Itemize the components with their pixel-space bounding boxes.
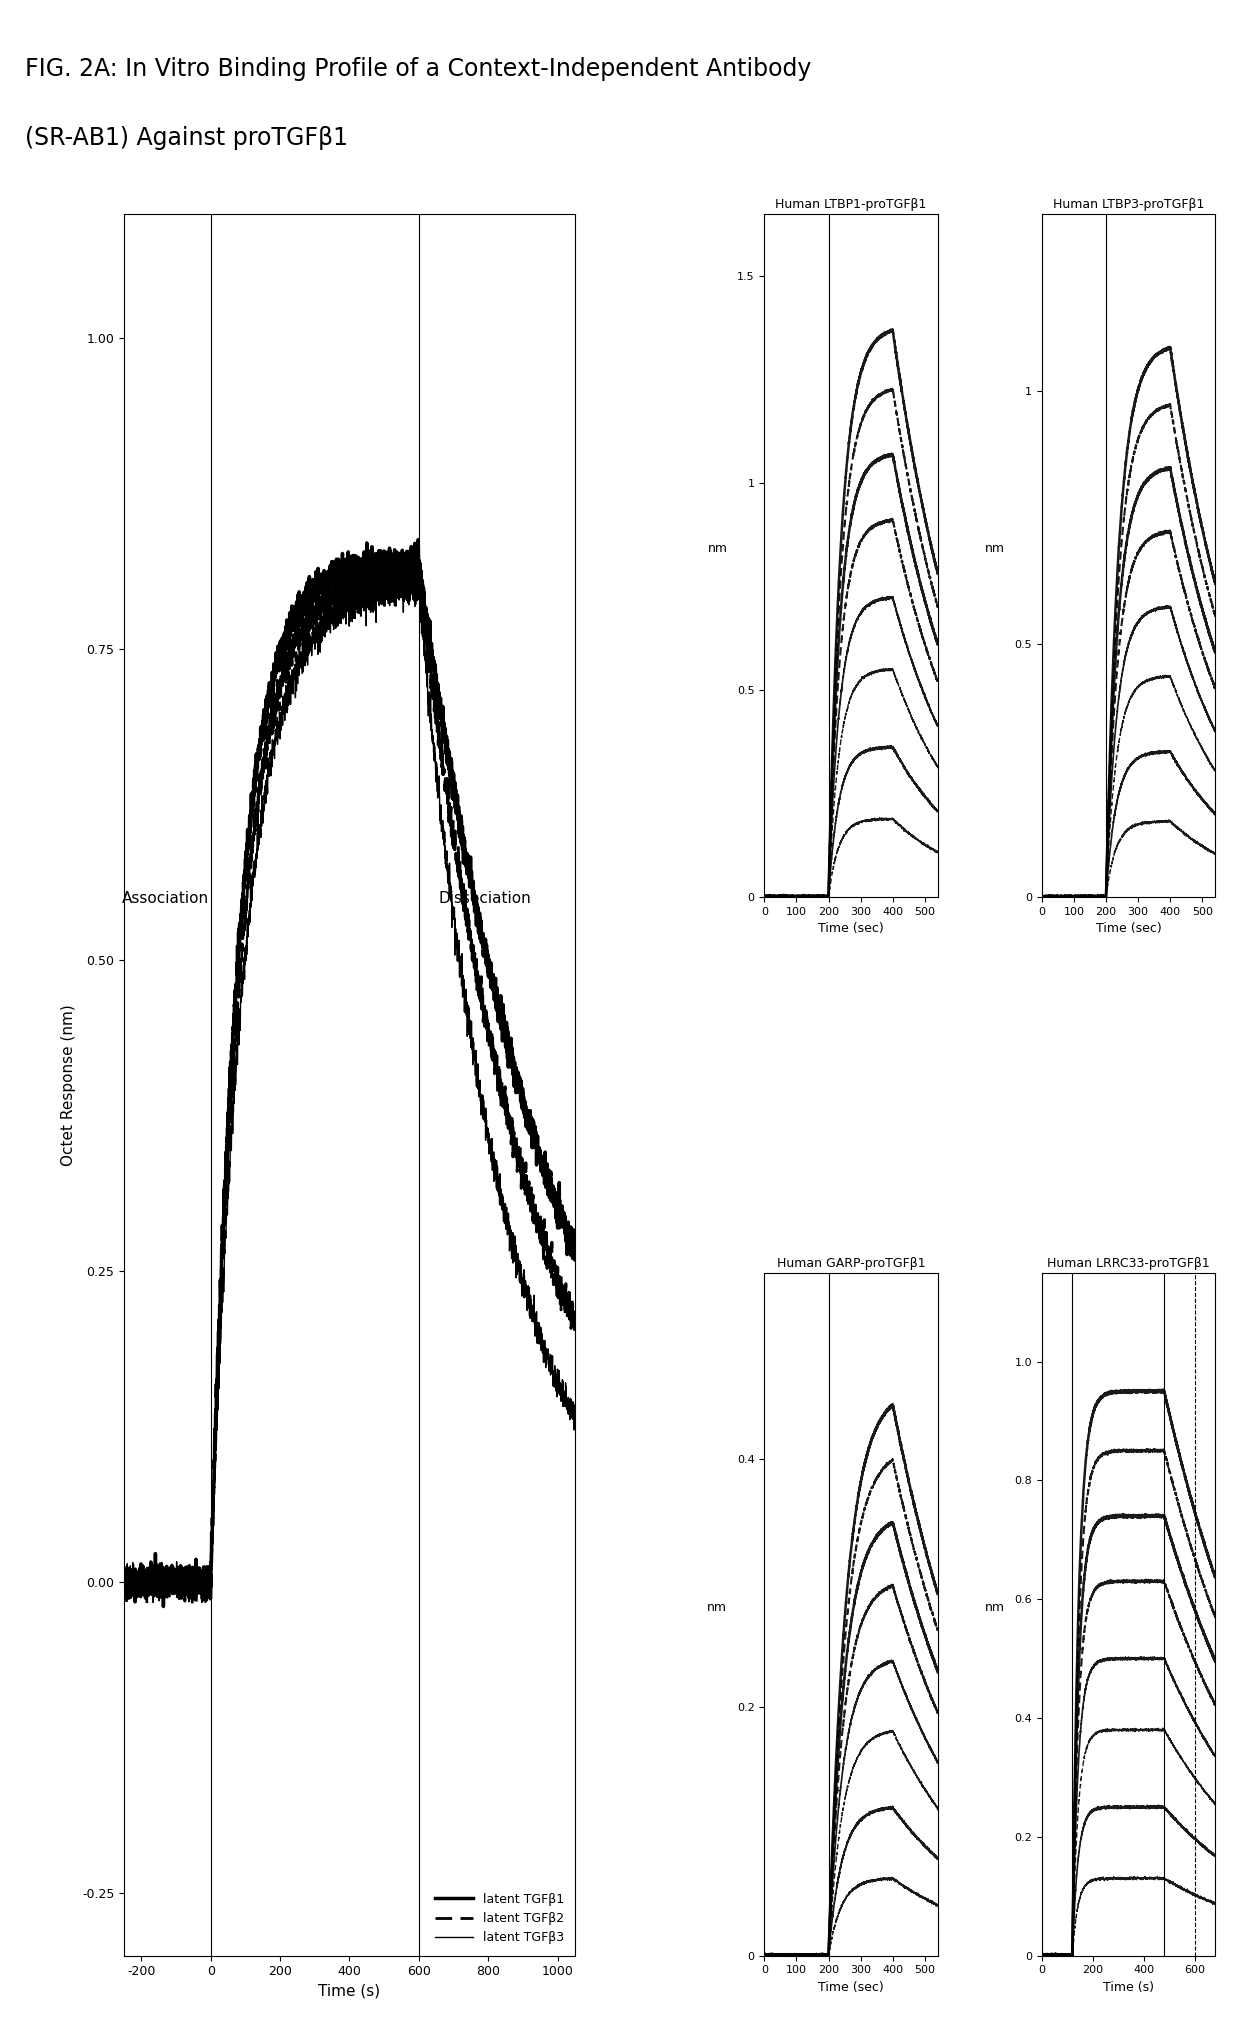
- latent TGFβ1: [309, 576, 324, 601]
- latent TGFβ3: [146, 1591, 161, 1615]
- X-axis label: Time (s): Time (s): [1104, 1980, 1154, 1994]
- X-axis label: Time (sec): Time (sec): [818, 1980, 884, 1994]
- latent TGFβ2: [167, 1579, 182, 1603]
- Text: (SR-AB1) Against proTGFβ1: (SR-AB1) Against proTGFβ1: [25, 126, 347, 151]
- Line: latent TGFβ3: latent TGFβ3: [124, 568, 575, 1603]
- X-axis label: Time (s): Time (s): [319, 1984, 381, 1998]
- latent TGFβ3: [290, 652, 305, 676]
- latent TGFβ3: [169, 1571, 184, 1595]
- latent TGFβ2: [117, 1585, 131, 1609]
- latent TGFβ2: [195, 1589, 210, 1613]
- Y-axis label: nm: nm: [708, 542, 728, 556]
- latent TGFβ1: [568, 1241, 583, 1265]
- X-axis label: Time (sec): Time (sec): [1096, 923, 1162, 935]
- latent TGFβ2: [398, 542, 413, 566]
- Y-axis label: Octet Response (nm): Octet Response (nm): [61, 1004, 77, 1165]
- latent TGFβ1: [410, 528, 425, 552]
- Line: latent TGFβ2: latent TGFβ2: [124, 554, 575, 1605]
- Y-axis label: nm: nm: [707, 1601, 728, 1613]
- Y-axis label: nm: nm: [985, 542, 1004, 556]
- Text: FIG. 2A: In Vitro Binding Profile of a Context-Independent Antibody: FIG. 2A: In Vitro Binding Profile of a C…: [25, 57, 811, 81]
- latent TGFβ3: [309, 611, 324, 636]
- latent TGFβ2: [185, 1593, 200, 1617]
- Title: Human GARP-proTGFβ1: Human GARP-proTGFβ1: [776, 1257, 925, 1269]
- latent TGFβ1: [195, 1566, 210, 1591]
- latent TGFβ3: [511, 1241, 526, 1265]
- latent TGFβ1: [511, 1059, 526, 1084]
- Title: Human LRRC33-proTGFβ1: Human LRRC33-proTGFβ1: [1047, 1257, 1210, 1269]
- Title: Human LTBP1-proTGFβ1: Human LTBP1-proTGFβ1: [775, 198, 926, 212]
- Y-axis label: nm: nm: [985, 1601, 1004, 1613]
- X-axis label: Time (sec): Time (sec): [818, 923, 884, 935]
- Text: Association: Association: [122, 890, 210, 906]
- latent TGFβ3: [559, 1389, 574, 1414]
- Title: Human LTBP3-proTGFβ1: Human LTBP3-proTGFβ1: [1053, 198, 1204, 212]
- latent TGFβ1: [117, 1566, 131, 1591]
- latent TGFβ3: [568, 1399, 583, 1424]
- latent TGFβ1: [559, 1214, 574, 1238]
- Text: Dissociation: Dissociation: [439, 890, 531, 906]
- latent TGFβ2: [559, 1289, 574, 1314]
- latent TGFβ2: [568, 1318, 583, 1342]
- Line: latent TGFβ1: latent TGFβ1: [124, 540, 575, 1607]
- latent TGFβ2: [511, 1143, 526, 1167]
- latent TGFβ2: [309, 609, 324, 634]
- latent TGFβ1: [156, 1595, 171, 1619]
- latent TGFβ3: [117, 1579, 131, 1603]
- Legend: latent TGFβ1, latent TGFβ2, latent TGFβ3: latent TGFβ1, latent TGFβ2, latent TGFβ3: [430, 1888, 569, 1949]
- latent TGFβ3: [398, 556, 413, 581]
- latent TGFβ1: [290, 617, 305, 642]
- latent TGFβ2: [290, 619, 305, 644]
- latent TGFβ1: [169, 1575, 184, 1599]
- latent TGFβ3: [195, 1571, 210, 1595]
